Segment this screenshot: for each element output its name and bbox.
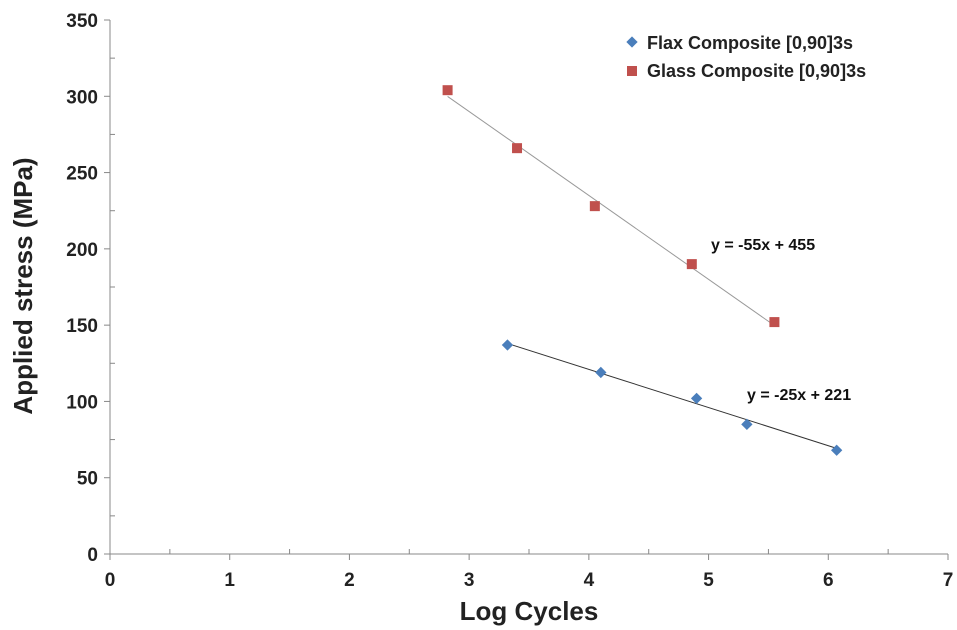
point-glass [686, 259, 697, 270]
point-flax [741, 418, 753, 430]
y-tick-label: 200 [66, 240, 98, 261]
y-tick-label: 0 [87, 545, 98, 566]
x-tick-label: 2 [344, 570, 355, 591]
point-flax [501, 339, 514, 351]
point-glass [769, 317, 780, 328]
point-flax [690, 392, 703, 405]
point-glass [512, 143, 523, 154]
x-tick-label: 1 [224, 570, 235, 591]
legend-marker-flax [626, 36, 638, 48]
point-flax [831, 444, 843, 456]
x-tick-label: 0 [105, 570, 116, 591]
trendline-equation-glass: y = -55x + 455 [711, 237, 815, 254]
trendline-equation-flax: y = -25x + 221 [747, 387, 851, 404]
trendlines [447, 96, 837, 449]
axes: 0 50 100 150 200 250 300 350 0 1 2 3 4 5 6 7 [66, 11, 953, 591]
point-glass [442, 85, 453, 96]
y-tick-label: 350 [66, 11, 98, 32]
y-tick-label: 250 [66, 164, 98, 185]
y-tick-label: 150 [66, 316, 98, 337]
legend-label-flax: Flax Composite [0,90]3s [647, 33, 853, 53]
y-tick-label: 100 [66, 392, 98, 413]
x-axis-title: Log Cycles [460, 596, 599, 626]
legend-marker-glass [627, 66, 637, 76]
x-tick-label: 5 [703, 570, 714, 591]
x-tick-label: 7 [943, 570, 954, 591]
y-tick-label: 50 [77, 469, 98, 490]
point-glass [589, 201, 600, 212]
point-flax [595, 366, 607, 379]
trendline-series-1 [447, 96, 775, 326]
data-points [442, 85, 843, 456]
x-tick-label: 3 [464, 570, 475, 591]
x-tick-label: 4 [584, 570, 595, 591]
x-tick-label: 6 [823, 570, 834, 591]
trendline-series-0 [507, 342, 837, 449]
legend: Flax Composite [0,90]3s Glass Composite … [626, 33, 866, 81]
legend-label-glass: Glass Composite [0,90]3s [647, 61, 866, 81]
y-tick-label: 300 [66, 87, 98, 108]
y-axis-title: Applied stress (MPa) [8, 157, 38, 414]
